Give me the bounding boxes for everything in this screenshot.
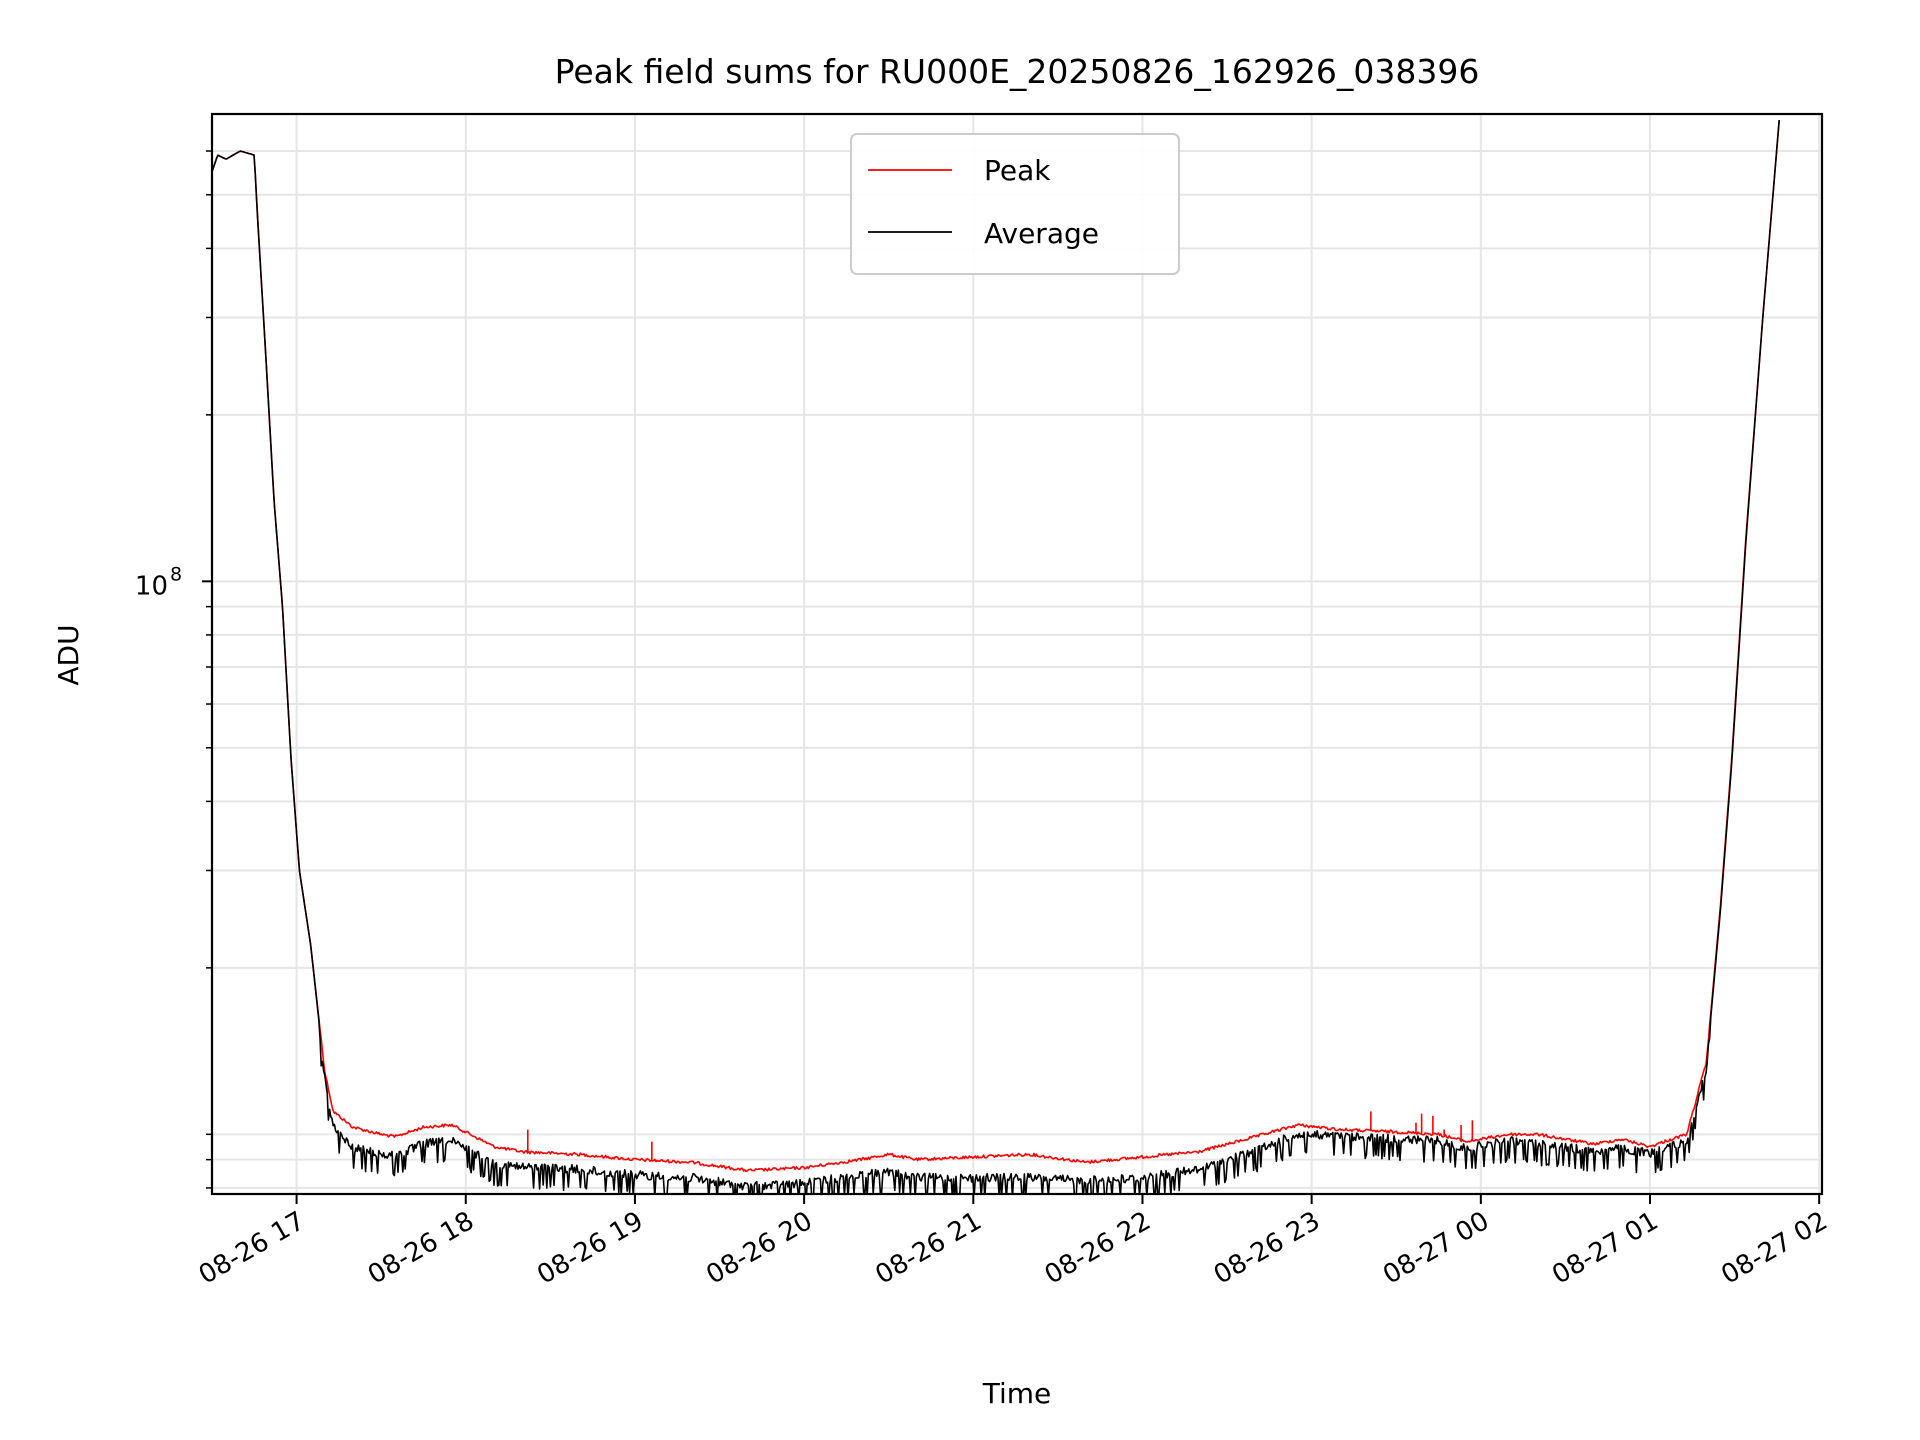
y-axis-ticks: 10 8 xyxy=(135,150,212,1189)
plot-frame xyxy=(210,112,1824,1196)
series-line-average xyxy=(212,120,1780,1194)
legend-label-peak: Peak xyxy=(984,154,1051,187)
y-tick-exponent: 8 xyxy=(170,563,182,585)
series-line-peak xyxy=(212,120,1780,1173)
series-lines xyxy=(212,120,1780,1194)
grid-lines xyxy=(212,114,1822,1194)
y-tick-base: 10 xyxy=(135,571,168,601)
legend-box xyxy=(850,133,1180,275)
legend-label-average: Average xyxy=(984,217,1099,250)
chart-title: Peak field sums for RU000E_20250826_1629… xyxy=(555,52,1480,91)
y-axis-label: ADU xyxy=(52,624,85,685)
y-tick-label: 10 xyxy=(135,571,168,601)
legend: Peak Average xyxy=(850,133,1180,275)
x-axis-label: Time xyxy=(982,1377,1052,1410)
